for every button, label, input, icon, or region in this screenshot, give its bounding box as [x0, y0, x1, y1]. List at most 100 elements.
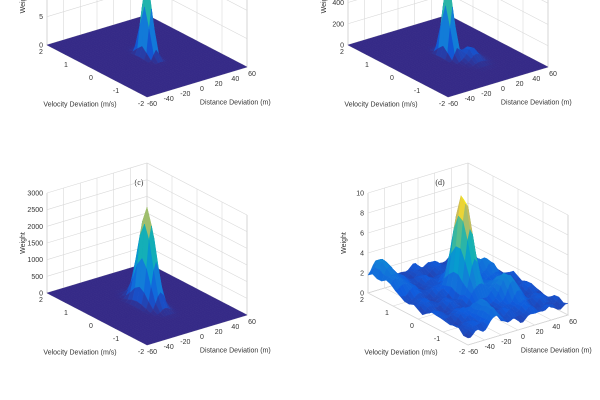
chart-panel-top-left: 051015210-1-2-60-40-200204060WeightVeloc… [20, 0, 271, 187]
z-tick-label: 2000 [27, 224, 43, 231]
z-axis-label: Weight [321, 0, 328, 13]
y-tick-label: 60 [569, 319, 577, 326]
x-tick-label: -1 [414, 88, 420, 95]
z-tick-label: 1500 [27, 241, 43, 248]
surface-patch [463, 332, 471, 339]
z-tick-label: 1000 [27, 257, 43, 264]
x-tick-label: -1 [113, 88, 119, 95]
x-tick-label: 2 [39, 49, 43, 56]
z-tick-label: 200 [332, 21, 344, 28]
x-tick-label: 1 [365, 62, 369, 69]
z-tick-label: 6 [360, 231, 364, 238]
x-tick-label: 2 [340, 49, 344, 56]
z-axis-label: Weight [341, 232, 348, 254]
x-tick-label: -2 [138, 101, 144, 108]
y-axis-label: Distance Deviation (m) [200, 348, 271, 355]
y-tick-label: -40 [485, 344, 495, 351]
y-axis-label: Distance Deviation (m) [200, 100, 271, 107]
y-tick-label: 0 [521, 334, 525, 341]
z-tick-label: 4 [360, 251, 364, 258]
y-tick-label: -60 [448, 101, 458, 108]
surface [367, 195, 569, 339]
y-tick-label: -40 [164, 96, 174, 103]
x-axis-label: Velocity Deviation (m/s) [43, 349, 116, 356]
y-tick-label: 0 [501, 86, 505, 93]
y-tick-label: 20 [536, 329, 544, 336]
z-tick-label: 400 [332, 0, 344, 7]
y-tick-label: -60 [147, 101, 157, 108]
x-tick-label: -1 [113, 336, 119, 343]
z-tick-label: 10 [356, 191, 364, 198]
x-tick-label: 1 [64, 62, 68, 69]
y-tick-label: -20 [180, 91, 190, 98]
y-tick-label: 60 [248, 71, 256, 78]
surface [347, 0, 549, 98]
y-tick-label: 20 [215, 81, 223, 88]
x-tick-label: -2 [459, 349, 465, 356]
z-axis-label: Weight [20, 232, 27, 254]
panel-caption: (d) [435, 178, 445, 187]
x-axis-label: Velocity Deviation (m/s) [364, 349, 437, 356]
x-tick-label: 2 [360, 297, 364, 304]
y-tick-label: 0 [200, 334, 204, 341]
z-tick-label: 3000 [27, 191, 43, 198]
z-tick-label: 0 [39, 291, 43, 298]
y-tick-label: 60 [248, 319, 256, 326]
y-tick-label: 20 [516, 81, 524, 88]
y-tick-label: -40 [465, 96, 475, 103]
x-tick-label: -1 [434, 336, 440, 343]
y-tick-label: -20 [481, 91, 491, 98]
y-tick-label: -20 [501, 339, 511, 346]
y-tick-label: 40 [231, 324, 239, 331]
x-tick-label: -2 [138, 349, 144, 356]
tick-labels: 0 500 1000 1500 2000 2500 3000 2 1 0 -1 -2 -60 -40 -20… [27, 191, 256, 357]
z-tick-label: 0 [39, 43, 43, 50]
z-tick-label: 8 [360, 211, 364, 218]
z-axis-label: Weight [20, 0, 27, 13]
x-tick-label: 2 [39, 297, 43, 304]
y-tick-label: -20 [180, 339, 190, 346]
panel-caption: (c) [135, 178, 144, 187]
x-tick-label: 0 [410, 323, 414, 330]
y-tick-label: 60 [549, 71, 557, 78]
y-gridline [367, 193, 469, 346]
surface [46, 0, 248, 98]
y-tick-label: 0 [200, 86, 204, 93]
x-tick-label: 0 [89, 75, 93, 82]
surface [46, 207, 248, 346]
y-axis-label: Distance Deviation (m) [501, 100, 572, 107]
y-tick-label: -60 [147, 349, 157, 356]
z-tick-label: 5 [39, 14, 43, 21]
x-tick-label: 0 [390, 75, 394, 82]
surface-patch [141, 341, 151, 346]
y-tick-label: 40 [231, 76, 239, 83]
z-tick-label: 2500 [27, 207, 43, 214]
x-tick-label: -2 [439, 101, 445, 108]
z-tick-label: 2 [360, 271, 364, 278]
z-tick-label: 0 [360, 291, 364, 298]
z-gridline [347, 0, 549, 25]
chart-panel-bottom-left: 0 500 1000 1500 2000 2500 3000 2 1 0 -1 -2 -60 -40 -20… [20, 162, 271, 357]
x-axis-label: Velocity Deviation (m/s) [344, 101, 417, 108]
z-tick-label: 500 [31, 274, 43, 281]
y-tick-label: 40 [552, 324, 560, 331]
x-tick-label: 0 [89, 323, 93, 330]
y-tick-label: 40 [532, 76, 540, 83]
y-tick-label: 20 [215, 329, 223, 336]
x-axis-label: Velocity Deviation (m/s) [43, 101, 116, 108]
x-tick-label: 1 [64, 310, 68, 317]
z-tick-label: 0 [340, 43, 344, 50]
chart-panel-top-right: 0200400600800210-1-2-60-40-200204060Weig… [321, 0, 572, 187]
surface-patch [442, 93, 452, 98]
surface-patch [141, 93, 151, 98]
x-tick-label: 1 [385, 310, 389, 317]
y-tick-label: -40 [164, 344, 174, 351]
y-axis-label: Distance Deviation (m) [521, 348, 592, 355]
y-tick-label: -60 [468, 349, 478, 356]
